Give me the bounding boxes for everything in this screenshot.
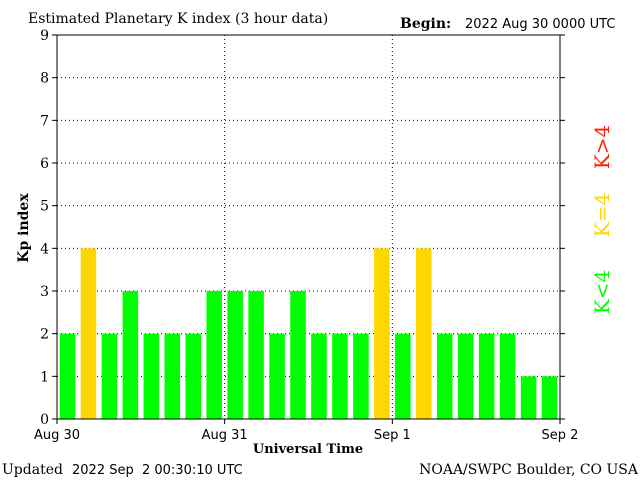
legend-equal-four: K=4 bbox=[590, 193, 614, 237]
kp-bar bbox=[227, 291, 243, 419]
legend-below-four: K<4 bbox=[590, 270, 614, 314]
y-tick-label: 0 bbox=[40, 412, 49, 428]
kp-bar bbox=[143, 333, 160, 419]
y-tick-label: 3 bbox=[40, 284, 49, 300]
updated-value: 2022 Sep 2 00:30:10 UTC bbox=[72, 463, 243, 478]
begin-label: Begin: bbox=[400, 16, 451, 32]
chart-title: Estimated Planetary K index (3 hour data… bbox=[28, 11, 328, 27]
x-tick-label: Sep 2 bbox=[542, 428, 579, 443]
x-axis-label: Universal Time bbox=[253, 442, 363, 457]
plot-area: 0 1 2 3 4 5 6 7 8 9 Aug 30 Aug 31 Sep 1 Sep 2 bbox=[34, 28, 578, 443]
y-tick-label: 2 bbox=[40, 327, 49, 343]
source-credit: NOAA/SWPC Boulder, CO USA bbox=[419, 462, 639, 478]
y-tick-label: 8 bbox=[40, 71, 49, 87]
y-tick-label: 5 bbox=[40, 199, 49, 215]
updated-label: Updated bbox=[2, 462, 63, 478]
kp-bar bbox=[248, 291, 264, 419]
kp-bar bbox=[185, 333, 201, 419]
kp-bar bbox=[374, 248, 390, 419]
kp-bar bbox=[541, 376, 558, 419]
begin-value: 2022 Aug 30 0000 UTC bbox=[465, 17, 615, 32]
kp-bar bbox=[457, 333, 474, 419]
y-tick-label: 4 bbox=[40, 241, 49, 257]
kp-bar bbox=[269, 333, 285, 419]
y-axis-label: Kp index bbox=[16, 193, 32, 263]
kp-bar bbox=[436, 333, 453, 419]
x-tick-label: Aug 31 bbox=[202, 428, 248, 443]
kp-bar bbox=[59, 333, 76, 419]
legend-above-four: K>4 bbox=[590, 125, 614, 169]
kp-bar bbox=[416, 248, 432, 419]
y-tick-label: 6 bbox=[40, 156, 49, 172]
kp-bar bbox=[311, 333, 327, 419]
kp-bar bbox=[499, 333, 516, 419]
kp-bar bbox=[478, 333, 495, 419]
kp-bar bbox=[206, 291, 222, 419]
y-tick-label: 1 bbox=[40, 369, 49, 385]
kp-bar bbox=[395, 333, 411, 419]
kp-bar bbox=[80, 248, 97, 419]
kp-bar bbox=[520, 376, 537, 419]
plot-frame bbox=[56, 34, 561, 420]
kp-bar bbox=[164, 333, 181, 419]
y-tick-label: 9 bbox=[40, 28, 49, 44]
kp-bar bbox=[290, 291, 306, 419]
kp-bar bbox=[332, 333, 348, 419]
kp-bar bbox=[353, 333, 369, 419]
y-tick-label: 7 bbox=[40, 113, 49, 129]
x-tick-label: Sep 1 bbox=[374, 428, 411, 443]
x-tick-label: Aug 30 bbox=[34, 428, 80, 443]
kp-bar bbox=[122, 291, 139, 419]
kp-bar bbox=[101, 333, 118, 419]
